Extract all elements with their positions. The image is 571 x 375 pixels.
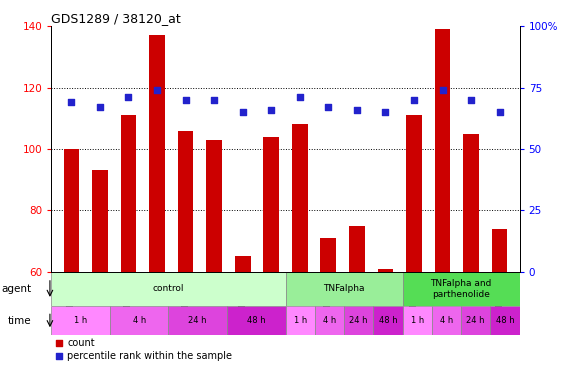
- Bar: [315, 306, 344, 336]
- Bar: [432, 306, 461, 336]
- Point: [210, 97, 219, 103]
- Text: 48 h: 48 h: [496, 316, 514, 325]
- Text: 24 h: 24 h: [188, 316, 207, 325]
- Point: [352, 106, 361, 112]
- Bar: [63, 149, 79, 272]
- Bar: [377, 268, 393, 272]
- Point: [95, 104, 104, 110]
- Text: count: count: [67, 338, 95, 348]
- Point: [267, 106, 276, 112]
- Text: 4 h: 4 h: [323, 316, 336, 325]
- Point: [324, 104, 333, 110]
- Text: 4 h: 4 h: [440, 316, 453, 325]
- Point: [152, 87, 162, 93]
- Bar: [406, 115, 422, 272]
- Point: [54, 340, 63, 346]
- Text: 4 h: 4 h: [132, 316, 146, 325]
- Bar: [463, 134, 479, 272]
- Text: 1 h: 1 h: [293, 316, 307, 325]
- Bar: [320, 238, 336, 272]
- Bar: [403, 306, 432, 336]
- Point: [124, 94, 133, 100]
- Point: [54, 353, 63, 359]
- Bar: [373, 306, 403, 336]
- Point: [67, 99, 76, 105]
- Text: percentile rank within the sample: percentile rank within the sample: [67, 351, 232, 361]
- Bar: [292, 124, 308, 272]
- Bar: [120, 115, 136, 272]
- Point: [495, 109, 504, 115]
- Bar: [168, 306, 227, 336]
- Bar: [92, 170, 108, 272]
- Text: agent: agent: [1, 284, 31, 294]
- Point: [467, 97, 476, 103]
- Text: GDS1289 / 38120_at: GDS1289 / 38120_at: [51, 12, 181, 25]
- Text: TNFalpha: TNFalpha: [323, 284, 365, 293]
- Bar: [492, 229, 508, 272]
- Bar: [344, 306, 373, 336]
- Bar: [435, 29, 451, 272]
- Point: [238, 109, 247, 115]
- Bar: [149, 36, 165, 272]
- Point: [181, 97, 190, 103]
- Bar: [51, 306, 110, 336]
- Bar: [227, 306, 286, 336]
- Text: control: control: [152, 284, 184, 293]
- Bar: [51, 272, 286, 306]
- Bar: [206, 140, 222, 272]
- Point: [438, 87, 447, 93]
- Bar: [286, 272, 403, 306]
- Bar: [178, 130, 194, 272]
- Text: 24 h: 24 h: [467, 316, 485, 325]
- Text: 48 h: 48 h: [247, 316, 266, 325]
- Bar: [235, 256, 251, 272]
- Bar: [461, 306, 490, 336]
- Text: 24 h: 24 h: [349, 316, 368, 325]
- Point: [409, 97, 419, 103]
- Bar: [349, 226, 365, 272]
- Text: 1 h: 1 h: [411, 316, 424, 325]
- Point: [381, 109, 390, 115]
- Text: 48 h: 48 h: [379, 316, 397, 325]
- Text: TNFalpha and
parthenolide: TNFalpha and parthenolide: [431, 279, 492, 298]
- Bar: [403, 272, 520, 306]
- Text: 1 h: 1 h: [74, 316, 87, 325]
- Bar: [286, 306, 315, 336]
- Text: time: time: [8, 316, 31, 326]
- Bar: [490, 306, 520, 336]
- Bar: [263, 136, 279, 272]
- Point: [295, 94, 304, 100]
- Bar: [110, 306, 168, 336]
